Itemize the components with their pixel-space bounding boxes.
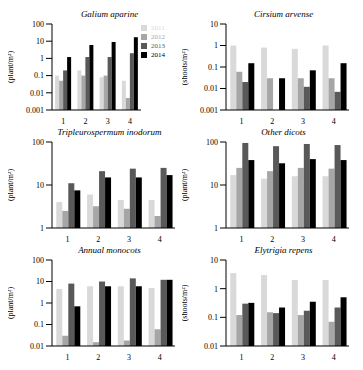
svg-text:100: 100 — [32, 256, 44, 265]
svg-text:3: 3 — [301, 235, 305, 244]
svg-text:0.1: 0.1 — [208, 63, 218, 72]
html-text:Galium aparine: Galium aparine — [80, 9, 139, 19]
svg-text:2: 2 — [270, 353, 274, 362]
svg-text:0.1: 0.1 — [34, 71, 44, 80]
svg-text:(plant/m²): (plant/m²) — [182, 169, 189, 202]
svg-text:0.001: 0.001 — [26, 106, 44, 115]
svg-text:10: 10 — [36, 37, 44, 46]
svg-text:10: 10 — [210, 256, 218, 265]
svg-text:2: 2 — [96, 235, 100, 244]
svg-text:0.01: 0.01 — [30, 89, 44, 98]
svg-text:4: 4 — [158, 353, 162, 362]
svg-text:1: 1 — [239, 353, 243, 362]
svg-text:1: 1 — [214, 285, 218, 294]
svg-text:0.1: 0.1 — [34, 320, 44, 329]
svg-text:10: 10 — [36, 277, 44, 286]
svg-text:2: 2 — [270, 235, 274, 244]
svg-text:1: 1 — [214, 41, 218, 50]
html-text:Other dicots: Other dicots — [261, 127, 306, 137]
svg-text:3: 3 — [127, 353, 131, 362]
svg-text:4: 4 — [332, 117, 336, 126]
html-text:Tripleurospermum inodorum: Tripleurospermum inodorum — [57, 127, 162, 137]
svg-text:100: 100 — [206, 138, 218, 147]
svg-text:(shoots/m²): (shoots/m²) — [182, 48, 189, 85]
svg-text:3: 3 — [106, 117, 110, 126]
html-text:Annual monocots: Annual monocots — [78, 245, 141, 255]
svg-text:(plant/m²): (plant/m²) — [8, 287, 15, 320]
svg-text:0.1: 0.1 — [208, 313, 218, 322]
svg-text:3: 3 — [127, 235, 131, 244]
svg-text:1: 1 — [40, 54, 44, 63]
html-text:Cirsium arvense: Cirsium arvense — [253, 9, 314, 19]
html-text:2012: 2012 — [151, 33, 165, 41]
svg-text:2: 2 — [83, 117, 87, 126]
svg-text:1: 1 — [239, 117, 243, 126]
html-text:Elytrigia repens: Elytrigia repens — [254, 245, 313, 255]
svg-text:1: 1 — [61, 117, 65, 126]
svg-text:0.01: 0.01 — [204, 84, 218, 93]
svg-text:1: 1 — [65, 353, 69, 362]
html-text:2011: 2011 — [151, 24, 165, 32]
svg-text:(plant/m²): (plant/m²) — [8, 51, 15, 84]
html-text:2013: 2013 — [151, 42, 165, 50]
svg-text:0.01: 0.01 — [30, 342, 44, 351]
html-text:2014: 2014 — [151, 51, 165, 59]
svg-text:1: 1 — [40, 299, 44, 308]
svg-text:1: 1 — [214, 224, 218, 233]
svg-text:4: 4 — [158, 235, 162, 244]
svg-text:4: 4 — [332, 235, 336, 244]
svg-text:4: 4 — [332, 353, 336, 362]
svg-text:1: 1 — [65, 235, 69, 244]
svg-text:0.001: 0.001 — [200, 106, 218, 115]
svg-text:100: 100 — [32, 20, 44, 29]
svg-text:3: 3 — [301, 353, 305, 362]
svg-text:(plant/m²): (plant/m²) — [8, 169, 15, 202]
svg-text:4: 4 — [128, 117, 132, 126]
svg-text:100: 100 — [32, 138, 44, 147]
svg-text:1: 1 — [239, 235, 243, 244]
svg-text:1: 1 — [40, 224, 44, 233]
svg-text:10: 10 — [210, 20, 218, 29]
svg-text:0.01: 0.01 — [204, 342, 218, 351]
svg-text:3: 3 — [301, 117, 305, 126]
svg-text:2: 2 — [270, 117, 274, 126]
svg-text:2: 2 — [96, 353, 100, 362]
svg-text:10: 10 — [36, 181, 44, 190]
svg-text:10: 10 — [210, 181, 218, 190]
svg-text:(shoots/m²): (shoots/m²) — [182, 284, 189, 321]
